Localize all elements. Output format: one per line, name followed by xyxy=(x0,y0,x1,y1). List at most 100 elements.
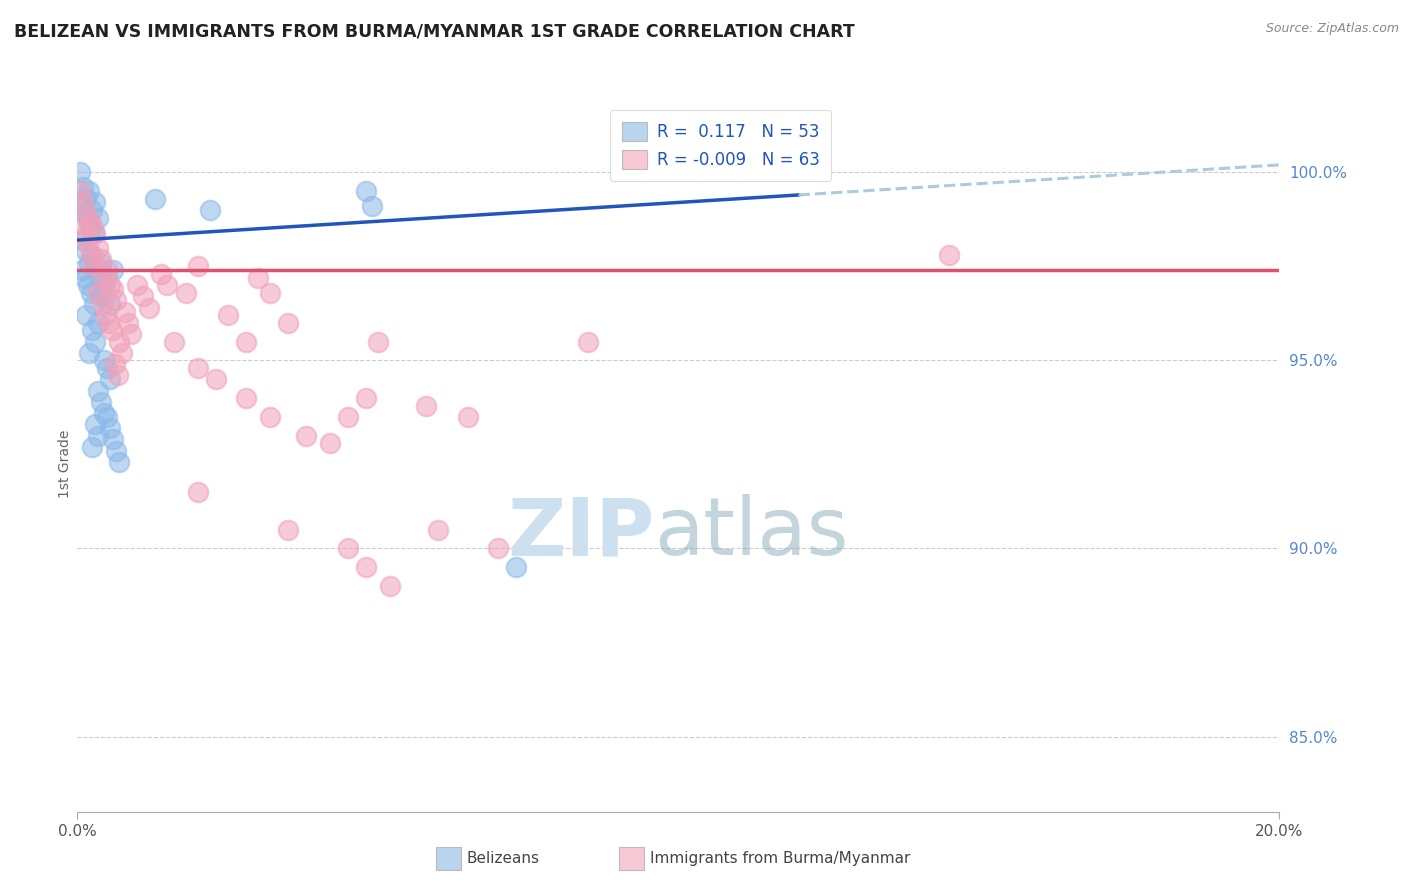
Point xyxy=(187,485,209,500)
Point xyxy=(354,560,377,574)
Point xyxy=(360,199,382,213)
Point xyxy=(83,226,105,240)
Point xyxy=(277,523,299,537)
Point xyxy=(156,278,179,293)
Point xyxy=(82,202,104,217)
Point xyxy=(108,334,131,349)
Point xyxy=(96,263,118,277)
Point xyxy=(235,334,257,349)
Point xyxy=(354,391,377,405)
Point xyxy=(75,308,97,322)
Point xyxy=(82,440,104,454)
Point xyxy=(90,289,112,303)
Point xyxy=(87,316,110,330)
Point xyxy=(69,165,91,179)
Point xyxy=(162,334,184,349)
Point xyxy=(75,192,97,206)
Point xyxy=(79,255,101,269)
Point xyxy=(93,270,115,285)
Point xyxy=(104,357,127,371)
Point xyxy=(84,226,107,240)
Point xyxy=(259,285,281,300)
Point xyxy=(319,436,342,450)
Point xyxy=(87,428,110,442)
Point xyxy=(87,211,110,225)
Text: BELIZEAN VS IMMIGRANTS FROM BURMA/MYANMAR 1ST GRADE CORRELATION CHART: BELIZEAN VS IMMIGRANTS FROM BURMA/MYANMA… xyxy=(14,22,855,40)
Point xyxy=(132,289,155,303)
Point xyxy=(84,260,107,274)
Point xyxy=(378,579,401,593)
Point xyxy=(73,207,96,221)
Point xyxy=(246,270,269,285)
Point xyxy=(79,285,101,300)
Point xyxy=(120,327,142,342)
Point xyxy=(108,455,131,469)
Point xyxy=(82,218,104,232)
Point xyxy=(79,214,101,228)
Point xyxy=(96,270,118,285)
Point xyxy=(294,428,316,442)
Text: Belizeans: Belizeans xyxy=(467,852,540,866)
Point xyxy=(114,304,136,318)
Point xyxy=(187,360,209,375)
Point xyxy=(77,214,100,228)
Point xyxy=(103,282,125,296)
Text: atlas: atlas xyxy=(654,494,849,573)
Point xyxy=(73,270,96,285)
Point xyxy=(70,221,93,235)
Point xyxy=(93,353,115,368)
Point xyxy=(204,372,226,386)
Point xyxy=(100,372,122,386)
Point xyxy=(75,244,97,259)
Point xyxy=(90,255,112,269)
Point xyxy=(90,252,112,266)
Point xyxy=(87,241,110,255)
Point xyxy=(103,433,125,447)
Point xyxy=(79,346,101,360)
Point xyxy=(84,334,107,349)
Point xyxy=(103,263,125,277)
Text: ZIP: ZIP xyxy=(508,494,654,573)
Point xyxy=(217,308,239,322)
Y-axis label: 1st Grade: 1st Grade xyxy=(58,430,72,498)
Point xyxy=(367,334,389,349)
Point xyxy=(427,523,450,537)
Point xyxy=(70,199,93,213)
Point xyxy=(100,278,122,293)
Point xyxy=(96,409,118,424)
Point xyxy=(117,316,139,330)
Point xyxy=(82,248,104,262)
Point xyxy=(87,384,110,398)
Point xyxy=(174,285,197,300)
Text: Immigrants from Burma/Myanmar: Immigrants from Burma/Myanmar xyxy=(650,852,910,866)
Point xyxy=(187,260,209,274)
Point xyxy=(145,192,167,206)
Point xyxy=(96,308,118,322)
Point xyxy=(72,180,94,194)
Point xyxy=(93,278,115,293)
Point xyxy=(77,278,100,293)
Point xyxy=(457,409,479,424)
Point xyxy=(415,399,437,413)
Point xyxy=(79,248,101,262)
Point xyxy=(259,409,281,424)
Point xyxy=(100,421,122,435)
Point xyxy=(69,184,91,198)
Point xyxy=(277,316,299,330)
Point xyxy=(576,334,599,349)
Point xyxy=(235,391,257,405)
Text: Source: ZipAtlas.com: Source: ZipAtlas.com xyxy=(1265,22,1399,36)
Point xyxy=(91,297,114,311)
Point xyxy=(79,184,101,198)
Point xyxy=(105,293,128,308)
Point xyxy=(336,541,359,556)
Point xyxy=(127,278,149,293)
Point xyxy=(150,267,173,281)
Point xyxy=(97,316,120,330)
Point xyxy=(83,297,105,311)
Point xyxy=(82,323,104,337)
Point xyxy=(87,285,110,300)
Point xyxy=(72,233,94,247)
Point xyxy=(75,207,97,221)
Point xyxy=(107,368,129,383)
